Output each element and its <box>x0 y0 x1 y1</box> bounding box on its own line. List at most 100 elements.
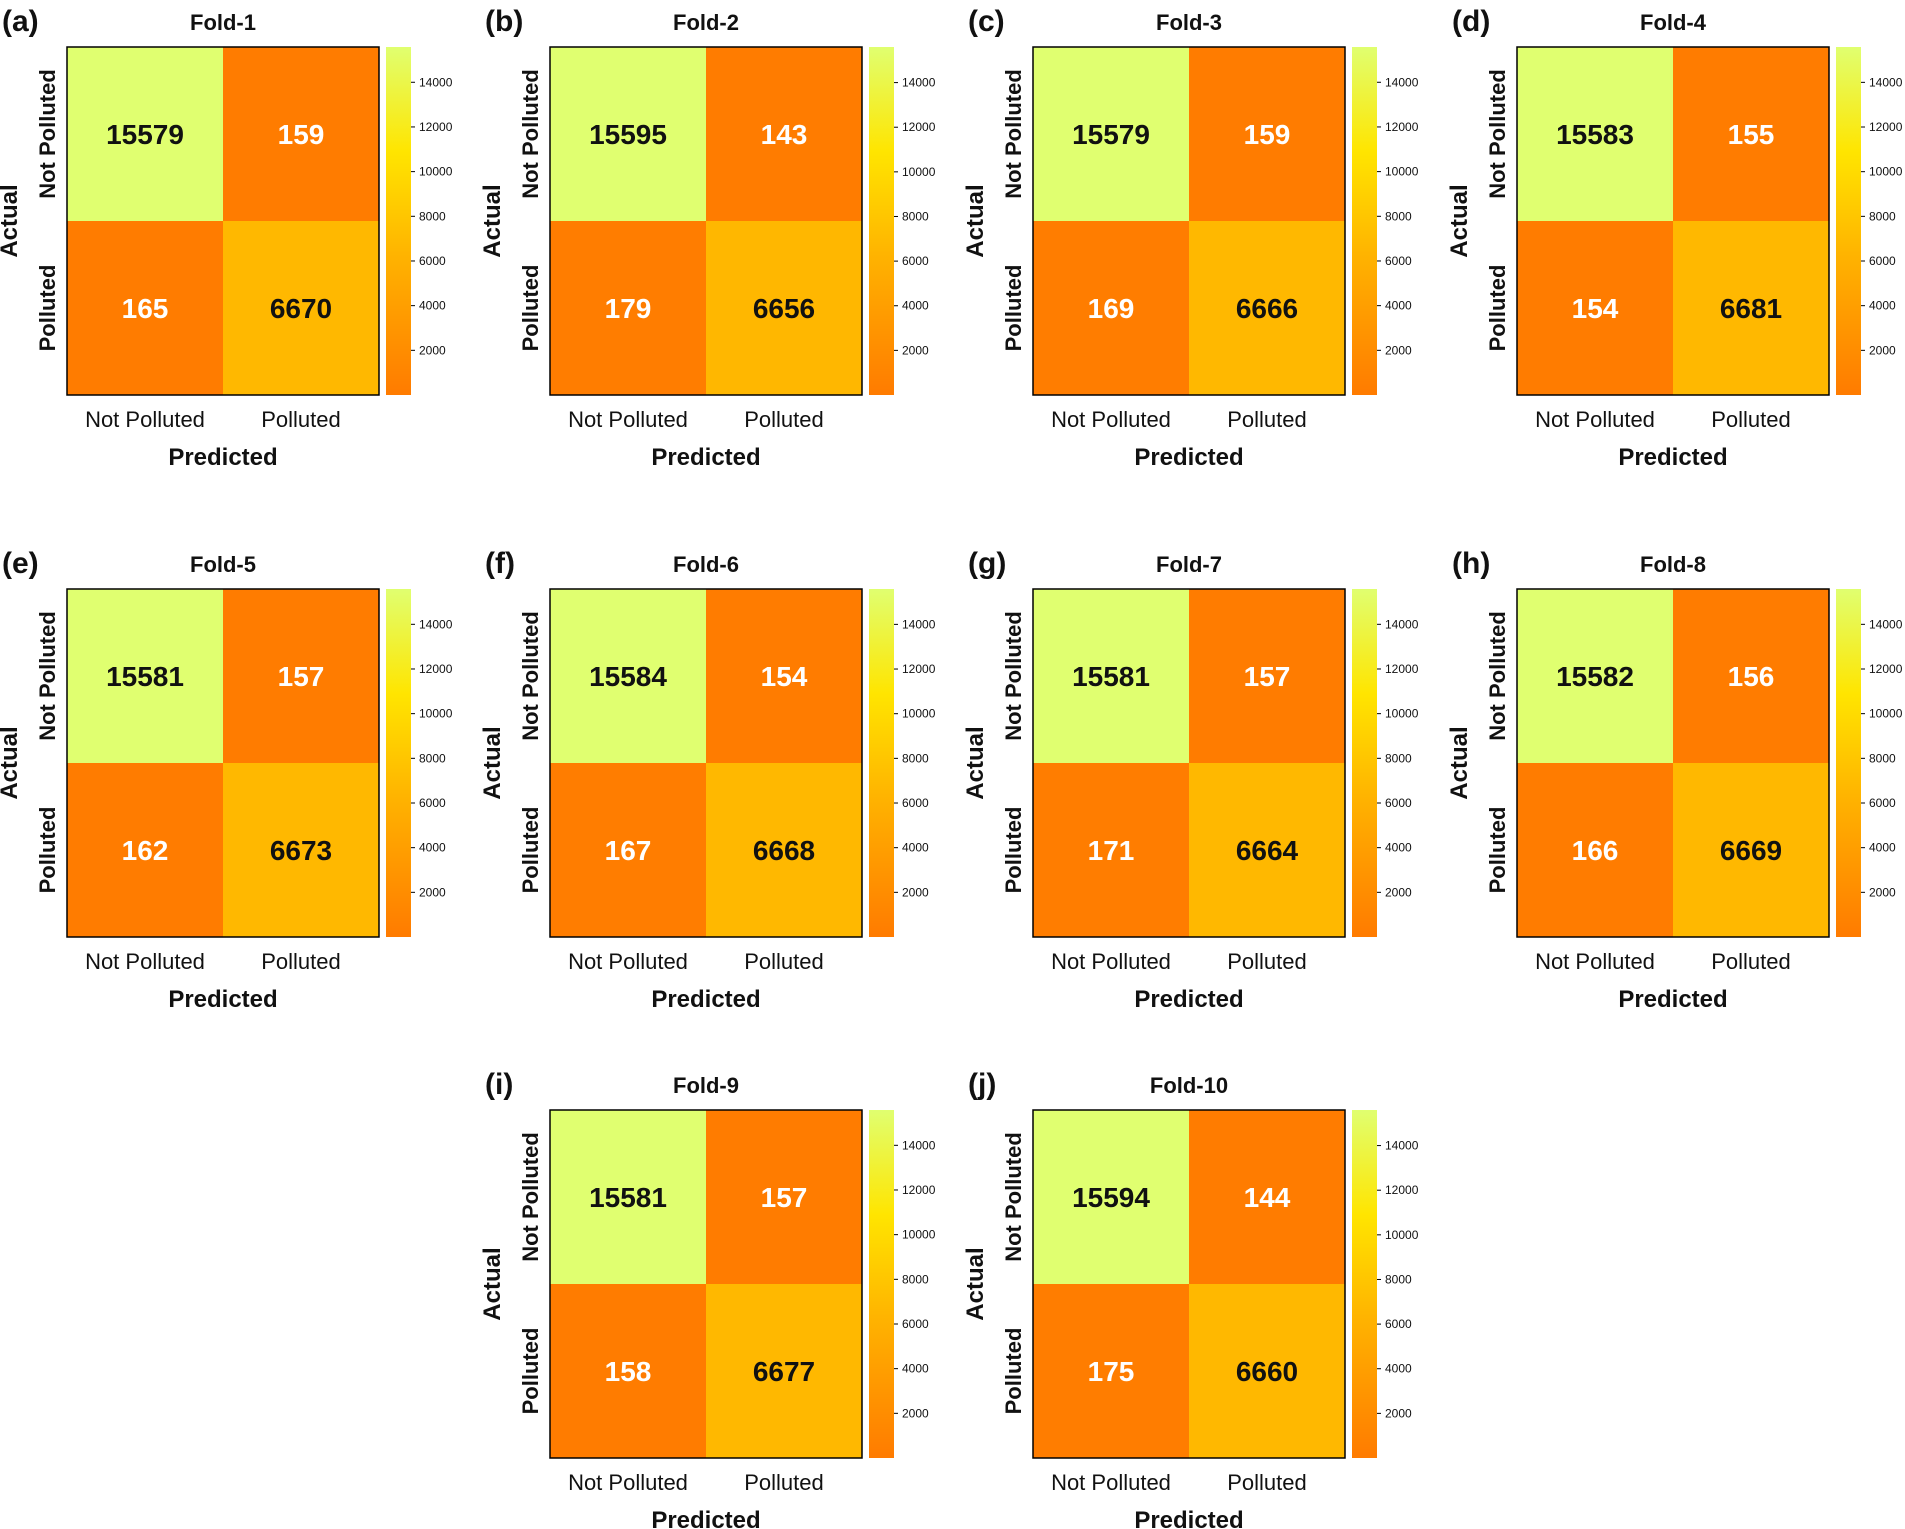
x-axis-label: Predicted <box>1134 986 1243 1013</box>
heatmap-cell <box>1033 1284 1189 1458</box>
colorbar-tick-label: 12000 <box>1385 120 1419 134</box>
panel-title: Fold-1 <box>190 10 256 35</box>
cell-value-label: 167 <box>605 835 652 866</box>
colorbar-tick-label: 10000 <box>1385 165 1419 179</box>
heatmap-frame <box>1032 588 1346 938</box>
colorbar-tick-label: 2000 <box>419 885 446 899</box>
colorbar-tick-label: 12000 <box>902 662 936 676</box>
colorbar-tick-label: 14000 <box>902 76 936 90</box>
heatmap-frame <box>549 588 863 938</box>
cell-value-label: 15584 <box>589 661 667 692</box>
y-tick-label: Not Polluted <box>518 611 543 741</box>
heatmap-cell <box>223 763 379 937</box>
x-tick-label: Not Polluted <box>1051 407 1171 432</box>
colorbar <box>386 47 411 395</box>
colorbar <box>1352 589 1377 937</box>
y-axis-label: Actual <box>962 726 989 799</box>
heatmap-cell <box>67 47 223 221</box>
x-axis-label: Predicted <box>1618 986 1727 1013</box>
y-axis-label: Actual <box>0 184 23 257</box>
colorbar-tick-label: 6000 <box>1385 1317 1412 1331</box>
colorbar-tick-label: 4000 <box>1385 841 1412 855</box>
colorbar-tick-label: 6000 <box>419 254 446 268</box>
cell-value-label: 15582 <box>1556 661 1634 692</box>
y-tick-label: Not Polluted <box>1001 611 1026 741</box>
y-axis-label: Actual <box>1446 726 1473 799</box>
panel-title: Fold-6 <box>673 552 739 577</box>
panel-label: (b) <box>485 5 523 38</box>
x-tick-label: Not Polluted <box>85 949 205 974</box>
x-tick-label: Polluted <box>744 407 824 432</box>
colorbar-tick-label: 12000 <box>419 662 453 676</box>
heatmap-frame <box>66 588 380 938</box>
panel-label: (i) <box>485 1068 513 1101</box>
x-axis-label: Predicted <box>168 986 277 1013</box>
colorbar-tick-label: 4000 <box>419 841 446 855</box>
colorbar-tick-label: 2000 <box>902 1406 929 1420</box>
x-tick-label: Polluted <box>1227 1470 1307 1495</box>
heatmap-cell <box>67 221 223 395</box>
colorbar-tick-label: 10000 <box>1869 707 1903 721</box>
cell-value-label: 15594 <box>1072 1182 1150 1213</box>
colorbar-tick-label: 6000 <box>1385 796 1412 810</box>
cell-value-label: 6666 <box>1236 293 1298 324</box>
heatmap-cell <box>1033 763 1189 937</box>
cell-value-label: 154 <box>1572 293 1619 324</box>
colorbar-tick-label: 2000 <box>1385 885 1412 899</box>
colorbar-tick-label: 4000 <box>902 1362 929 1376</box>
colorbar-tick-label: 8000 <box>1385 1272 1412 1286</box>
panel-label: (a) <box>2 5 39 38</box>
cell-value-label: 175 <box>1088 1356 1135 1387</box>
panel-label: (j) <box>968 1068 996 1101</box>
cell-value-label: 6656 <box>753 293 815 324</box>
confusion-matrix-panel: (i) Fold-9 15581 157 158 6677 Not Polluted Poll… <box>479 1068 936 1529</box>
heatmap-frame <box>1516 588 1830 938</box>
cell-value-label: 154 <box>761 661 808 692</box>
y-tick-label: Not Polluted <box>35 69 60 199</box>
colorbar <box>1352 1110 1377 1458</box>
y-tick-label: Polluted <box>518 1328 543 1415</box>
panel-title: Fold-10 <box>1150 1073 1228 1098</box>
heatmap-cell <box>1189 1110 1345 1284</box>
colorbar-tick-label: 10000 <box>1385 1228 1419 1242</box>
x-tick-label: Polluted <box>261 949 341 974</box>
heatmap-cell <box>1673 221 1829 395</box>
y-tick-label: Not Polluted <box>518 1132 543 1262</box>
heatmap-cell <box>550 763 706 937</box>
confusion-matrix-panel: (d) Fold-4 15583 155 154 6681 Not Polluted Poll… <box>1446 5 1903 471</box>
heatmap-cell <box>1673 589 1829 763</box>
y-tick-label: Polluted <box>1001 1328 1026 1415</box>
confusion-matrix-panel: (j) Fold-10 15594 144 175 6660 Not Polluted Pol… <box>962 1068 1419 1529</box>
x-tick-label: Polluted <box>261 407 341 432</box>
panel-label: (f) <box>485 547 515 580</box>
confusion-matrix-panel: (h) Fold-8 15582 156 166 6669 Not Polluted Poll… <box>1446 547 1903 1013</box>
y-tick-label: Not Polluted <box>1485 69 1510 199</box>
y-tick-label: Polluted <box>1485 807 1510 894</box>
cell-value-label: 165 <box>122 293 169 324</box>
cell-value-label: 157 <box>1244 661 1291 692</box>
heatmap-cell <box>706 221 862 395</box>
panel-title: Fold-9 <box>673 1073 739 1098</box>
y-tick-label: Polluted <box>1485 265 1510 352</box>
colorbar-tick-label: 6000 <box>902 796 929 810</box>
colorbar-tick-label: 14000 <box>1869 75 1903 89</box>
colorbar-tick-label: 14000 <box>419 75 453 89</box>
colorbar-tick-label: 8000 <box>902 209 929 223</box>
heatmap-cell <box>706 589 862 763</box>
colorbar <box>386 589 411 937</box>
colorbar-tick-label: 8000 <box>902 751 929 765</box>
x-tick-label: Polluted <box>1227 407 1307 432</box>
x-axis-label: Predicted <box>651 986 760 1013</box>
heatmap-cell <box>1189 47 1345 221</box>
colorbar <box>869 1110 894 1458</box>
cell-value-label: 171 <box>1088 835 1135 866</box>
colorbar-tick-label: 12000 <box>1869 120 1903 134</box>
confusion-matrix-panel: (b) Fold-2 15595 143 179 6656 Not Polluted Poll… <box>479 5 936 471</box>
cell-value-label: 6681 <box>1720 293 1782 324</box>
cell-value-label: 6677 <box>753 1356 815 1387</box>
colorbar-tick-label: 2000 <box>902 885 929 899</box>
y-axis-label: Actual <box>962 184 989 257</box>
colorbar-tick-label: 4000 <box>1869 299 1896 313</box>
heatmap-cell <box>1517 589 1673 763</box>
heatmap-cell <box>1033 221 1189 395</box>
